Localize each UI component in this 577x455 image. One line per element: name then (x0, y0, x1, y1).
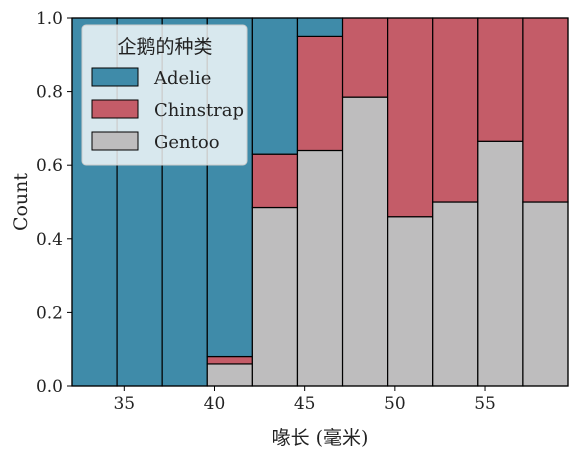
bar-chinstrap-bin-4 (206, 355, 253, 365)
bar-adelie-bin-5 (251, 17, 299, 155)
bar-gentoo-bin-5 (251, 206, 299, 387)
bars-layer (71, 17, 569, 387)
legend-items: Adelie Chinstrap Gentoo (91, 67, 244, 153)
x-axis: 35 40 45 50 55 (113, 386, 496, 414)
bar-chinstrap-bin-10 (477, 17, 524, 142)
x-tick-label: 45 (294, 394, 316, 414)
bar-gentoo-bin-10 (477, 140, 524, 387)
y-tick-label: 1.0 (36, 9, 63, 29)
bar-chinstrap-bin-8 (387, 17, 434, 218)
bar-chinstrap-bin-7 (341, 17, 389, 98)
legend-label-chinstrap: Chinstrap (154, 100, 244, 121)
bar-gentoo-bin-6 (296, 149, 344, 387)
x-tick-label: 35 (113, 394, 135, 414)
plot-frame (71, 17, 569, 387)
legend-box (81, 24, 248, 166)
y-tick-label: 0.4 (36, 230, 63, 250)
x-tick-label: 50 (384, 394, 406, 414)
bar-gentoo-bin-9 (432, 201, 479, 387)
bar-gentoo-bin-7 (341, 96, 389, 387)
bar-chinstrap-bin-5 (251, 153, 299, 209)
bar-chinstrap-bin-6 (296, 35, 344, 152)
y-tick-label: 0.8 (36, 83, 63, 103)
legend-label-adelie: Adelie (153, 68, 211, 89)
bar-gentoo-bin-8 (387, 216, 434, 387)
bar-gentoo-bin-4 (206, 363, 253, 387)
bar-chinstrap-bin-11 (522, 17, 569, 203)
legend-swatch-chinstrap (91, 99, 139, 119)
x-axis-label: 喙长 (毫米) (272, 427, 369, 449)
legend-swatch-gentoo (91, 131, 139, 151)
x-tick-label: 55 (474, 394, 496, 414)
y-tick-label: 0.2 (36, 303, 63, 323)
y-axis: 0.0 0.2 0.4 0.6 0.8 1.0 (36, 9, 72, 397)
bar-gentoo-bin-11 (522, 201, 569, 387)
legend-label-gentoo: Gentoo (154, 132, 220, 153)
bar-adelie-bin-6 (296, 17, 344, 37)
bar-chinstrap-bin-9 (432, 17, 479, 203)
legend-title: 企鹅的种类 (117, 36, 212, 58)
y-tick-label: 0.6 (36, 156, 63, 176)
x-tick-label: 40 (204, 394, 226, 414)
legend: 企鹅的种类 Adelie Chinstrap Gentoo (81, 24, 248, 166)
y-tick-label: 0.0 (36, 377, 63, 397)
legend-swatch-adelie (91, 67, 139, 87)
y-axis-label: Count (10, 173, 32, 231)
